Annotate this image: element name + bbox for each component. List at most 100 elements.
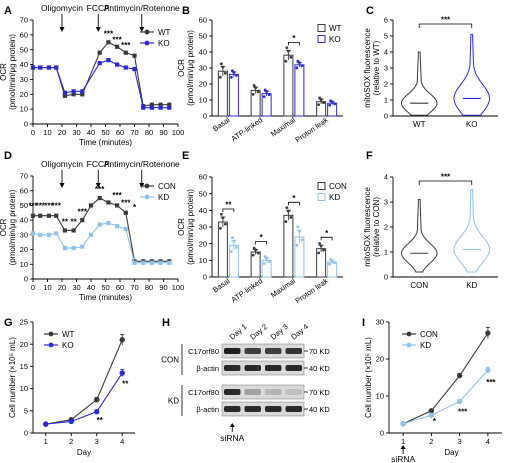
data-point-con [30, 213, 36, 218]
bar-dot [333, 261, 337, 265]
chart-d-y-tick-label: 70 [20, 172, 28, 181]
data-point-ko [38, 65, 43, 70]
legend-label-wt: WT [158, 28, 171, 37]
x-tick-label: 2 [429, 437, 433, 446]
significance-bracket [418, 180, 473, 185]
chart-d-y-tick-label: 20 [20, 245, 28, 254]
chart-a-y-tick-label: 60 [20, 30, 28, 39]
category-label: ATP-linked [230, 276, 265, 304]
bar-dot [230, 236, 234, 240]
violin-wt [400, 51, 438, 116]
x-tick-label: 30 [72, 283, 80, 292]
bar-dot [256, 90, 260, 94]
chart-g-y-tick-label: 15 [20, 362, 28, 371]
blot-band [224, 348, 241, 354]
significance-mark: *** [52, 201, 62, 210]
significance-mark: *** [112, 191, 122, 200]
data-point-ko [46, 65, 52, 70]
panel-letter-h: H [162, 317, 170, 329]
x-tick-label: 60 [116, 128, 124, 137]
data-point-wt [123, 50, 128, 55]
panel-letter-b: B [182, 5, 190, 17]
data-point-wt [71, 92, 76, 97]
x-tick-label: 10 [43, 283, 51, 292]
blot-band [285, 389, 302, 395]
chart-f-y-label: mitoSOX fluorescence [363, 187, 372, 267]
x-tick-label: 4 [486, 437, 490, 446]
x-tick-label: 0 [31, 128, 35, 137]
chart-d-y-tick-label: 10 [20, 260, 28, 269]
x-tick-label: 90 [159, 128, 167, 137]
chart-b-y-tick-label: 60 [199, 16, 207, 25]
bar-dot [286, 49, 290, 53]
violin-ko [453, 33, 491, 116]
legend-label-con: CON [329, 182, 347, 191]
data-point-kd [123, 226, 128, 232]
kd-label: 70 KD [309, 347, 330, 356]
category-label: Maximal [269, 276, 297, 300]
legend-marker [406, 331, 412, 337]
category-label: WT [413, 120, 426, 129]
chart-c-y-tick-label: 6 [384, 16, 388, 25]
chart-d-y-label: OCR [0, 218, 8, 236]
bar-dot [285, 46, 289, 50]
sirna-arrowhead [229, 423, 235, 427]
treatment-label: Antimycin/Rotenone [104, 159, 180, 169]
bar-dot [234, 74, 238, 77]
panel-letter-i: I [362, 317, 365, 329]
category-label: ATP-linked [230, 115, 265, 143]
bar-dot [285, 206, 289, 210]
chart-a-y-tick-label: 0 [24, 120, 28, 129]
panel-letter-d: D [4, 150, 12, 162]
chart-g-y-tick-label: 25 [20, 318, 28, 327]
data-point-con [106, 200, 111, 205]
bar-dot [333, 102, 337, 106]
chart-b-y-tick-label: 40 [199, 48, 207, 57]
blot-band [285, 348, 302, 354]
bar-dot [300, 238, 304, 242]
x-tick-label: 50 [101, 128, 109, 137]
legend-label-wt: WT [329, 24, 342, 33]
chart-d-y-tick-label: 40 [20, 216, 28, 225]
significance-mark: * [260, 233, 264, 242]
bar-dot [284, 220, 288, 224]
x-tick-label: 70 [130, 283, 138, 292]
data-point-ko [158, 105, 163, 110]
bar-dot [328, 262, 332, 266]
x-tick-label: 0 [31, 283, 35, 292]
x-axis-label: Day [444, 448, 458, 457]
data-point-con [115, 203, 120, 208]
bar-dot [232, 239, 236, 243]
data-point-ko [132, 66, 137, 72]
data-point-con [46, 213, 52, 218]
protein-label: β-actin [196, 364, 219, 373]
violin-con [400, 199, 438, 273]
bar-dot [329, 99, 333, 103]
legend-label-ko: KO [158, 39, 170, 48]
bar-dot [263, 88, 267, 92]
chart-g-y-tick-label: 0 [24, 429, 28, 438]
legend-marker [144, 40, 150, 46]
sirna-label: siRNA [391, 454, 415, 463]
bar-dot [219, 212, 223, 216]
data-point-ko [115, 62, 120, 67]
series-line-ko [45, 372, 123, 425]
chart-f-y-tick-label: 4 [384, 173, 388, 182]
chart-e-y-tick-label: 10 [199, 256, 207, 265]
series-line-kd [32, 222, 170, 264]
day-label: Day 1 [228, 322, 249, 341]
significance-bracket [320, 236, 333, 241]
data-point-wt [94, 397, 100, 403]
data-point-ko [30, 65, 36, 70]
x-tick-label: 30 [72, 128, 80, 137]
legend-label-ko: KO [62, 341, 74, 350]
data-point-ko [68, 418, 74, 425]
chart-b-y-label: OCR [177, 59, 186, 77]
chart-c-y-tick-label: 0 [384, 112, 388, 121]
x-tick-label: 1 [401, 437, 405, 446]
kd-label: 40 KD [309, 364, 330, 373]
group-label: KD [168, 397, 179, 406]
data-point-wt [119, 337, 125, 343]
bar-dot [317, 103, 321, 107]
chart-b-y-tick-label: 30 [199, 64, 207, 73]
